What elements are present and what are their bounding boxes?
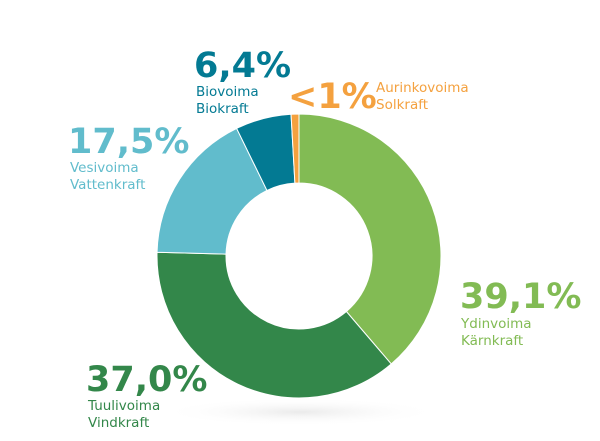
label-group-ydinvoima: 39,1% Ydinvoima Kärnkraft (460, 277, 581, 349)
slice-aurinkovoima (290, 113, 300, 184)
slice-ydinvoima (298, 113, 442, 365)
value-label-vesivoima: 17,5% (68, 122, 189, 162)
category-label-aurinkovoima-fi: Aurinkovoima (376, 80, 469, 96)
value-label-biovoima: 6,4% (194, 46, 291, 86)
category-label-vesivoima-sv: Vattenkraft (70, 177, 145, 193)
category-label-aurinkovoima-sv: Solkraft (376, 97, 428, 113)
slices-group (156, 113, 442, 399)
value-label-ydinvoima: 39,1% (460, 277, 581, 317)
category-label-ydinvoima-fi: Ydinvoima (460, 316, 532, 332)
label-group-biovoima: 6,4% Biovoima Biokraft (194, 46, 291, 117)
category-label-biovoima-fi: Biovoima (196, 84, 259, 100)
value-label-tuulivoima: 37,0% (86, 360, 207, 400)
label-group-vesivoima: 17,5% Vesivoima Vattenkraft (68, 122, 189, 193)
category-label-tuulivoima-fi: Tuulivoima (87, 398, 160, 414)
value-label-aurinkovoima: <1% (288, 77, 377, 117)
category-label-biovoima-sv: Biokraft (196, 101, 249, 117)
category-label-vesivoima-fi: Vesivoima (70, 160, 139, 176)
label-group-tuulivoima: 37,0% Tuulivoima Vindkraft (86, 360, 207, 431)
label-group-aurinkovoima: <1% Aurinkovoima Solkraft (288, 77, 469, 117)
category-label-ydinvoima-sv: Kärnkraft (461, 333, 523, 349)
slice-tuulivoima (156, 251, 392, 399)
chart-shadow (160, 398, 440, 426)
category-label-tuulivoima-sv: Vindkraft (88, 415, 149, 431)
